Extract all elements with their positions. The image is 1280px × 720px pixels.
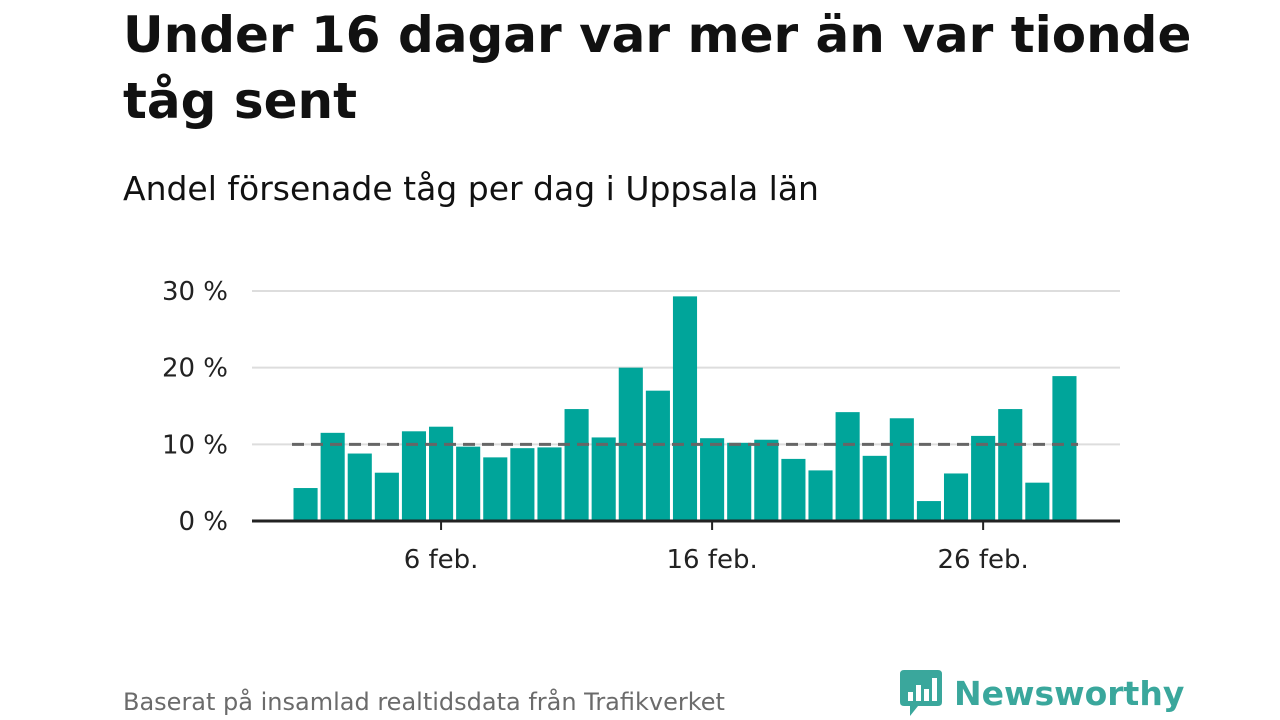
bar xyxy=(537,447,562,521)
bar xyxy=(916,501,941,521)
bar xyxy=(510,448,535,521)
y-tick-label: 10 % xyxy=(162,430,228,460)
bar xyxy=(781,458,806,521)
bar xyxy=(320,432,345,521)
x-tick-label: 16 feb. xyxy=(666,545,757,575)
y-tick-label: 20 % xyxy=(162,354,228,384)
y-tick-label: 30 % xyxy=(162,277,228,307)
bar xyxy=(401,431,427,521)
newsworthy-logo-text: Newsworthy xyxy=(954,673,1185,713)
newsworthy-logo-icon xyxy=(900,670,942,716)
bar xyxy=(943,473,969,521)
bar xyxy=(591,437,616,521)
source-note: Baserat på insamlad realtidsdata från Tr… xyxy=(123,688,725,716)
bar xyxy=(998,409,1023,521)
bars xyxy=(293,296,1077,521)
bar xyxy=(1052,376,1077,521)
bar xyxy=(645,390,670,521)
bar-chart: 0 % 10 % 20 % 30 % 6 feb. 16 feb. 26 feb. xyxy=(162,277,1120,575)
y-axis-labels: 0 % 10 % 20 % 30 % xyxy=(162,277,228,537)
bar xyxy=(374,472,399,521)
bar xyxy=(429,426,454,521)
bar xyxy=(862,455,887,521)
bar xyxy=(672,296,698,521)
bar xyxy=(808,470,833,521)
bar xyxy=(347,453,372,521)
bar xyxy=(564,409,589,521)
x-tick-label: 26 feb. xyxy=(937,545,1028,575)
bar xyxy=(456,446,481,521)
newsworthy-logo[interactable]: Newsworthy xyxy=(900,668,1184,718)
chart-title: Under 16 dagar var mer än var tionde tåg… xyxy=(123,6,1192,130)
bar xyxy=(835,412,860,521)
bar xyxy=(483,457,508,521)
bar xyxy=(700,438,725,521)
y-tick-label: 0 % xyxy=(178,507,228,537)
bar xyxy=(727,442,752,521)
chart-subtitle: Andel försenade tåg per dag i Uppsala lä… xyxy=(123,169,819,208)
x-tick-label: 6 feb. xyxy=(404,545,479,575)
x-axis-labels: 6 feb. 16 feb. 26 feb. xyxy=(404,545,1029,575)
x-axis xyxy=(252,519,1120,530)
bar xyxy=(754,439,779,521)
bar xyxy=(293,488,318,521)
bar xyxy=(971,435,996,521)
bar xyxy=(889,418,914,521)
bar xyxy=(1025,482,1050,521)
